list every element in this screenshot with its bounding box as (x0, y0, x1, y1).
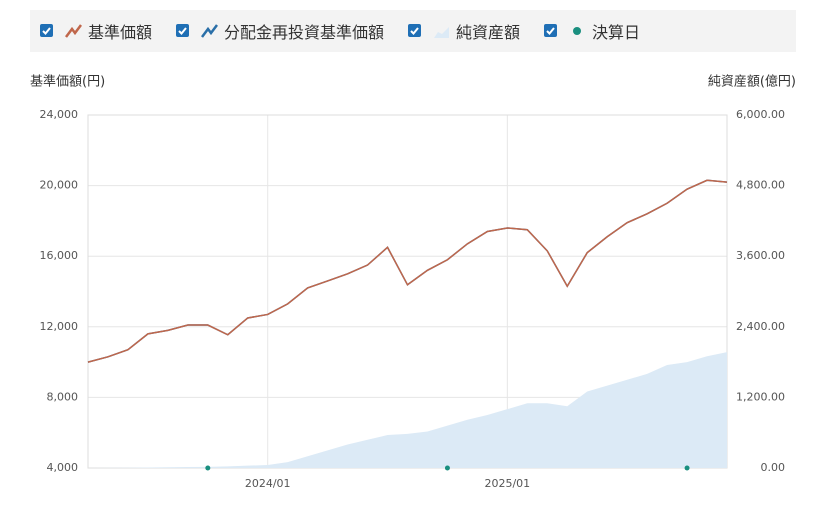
legend-item[interactable]: 分配金再投資基準価額 (176, 19, 384, 43)
legend: 基準価額 分配金再投資基準価額 純資産額 決算日 (30, 10, 796, 52)
y2-tick-label: 1,200.00 (736, 390, 785, 403)
legend-item[interactable]: 基準価額 (40, 19, 152, 43)
y2-tick-label: 4,800.00 (736, 179, 785, 192)
checkmark (42, 27, 51, 35)
legend-line (65, 24, 82, 38)
legend-label: 純資産額 (456, 23, 521, 42)
checkbox[interactable] (408, 24, 428, 38)
legend-dot (573, 27, 582, 35)
y2-axis-title: 純資産額(億円) (708, 74, 796, 90)
y-tick-label: 24,000 (40, 108, 79, 121)
checkbox-box (176, 24, 190, 37)
y-tick-label: 12,000 (40, 320, 79, 333)
checkmark (178, 27, 187, 35)
line (87, 179, 728, 363)
legend-label: 分配金再投資基準価額 (224, 23, 385, 42)
checkbox-box (40, 24, 53, 37)
legend-icon (573, 27, 582, 35)
settlement-dot (205, 465, 211, 471)
y2-tick-label: 0.00 (761, 461, 786, 474)
y-tick-label: 8,000 (47, 390, 79, 403)
checkbox[interactable] (176, 24, 196, 38)
area (88, 352, 727, 468)
legend-label: 基準価額 (88, 23, 153, 42)
y-tick-label: 4,000 (47, 461, 79, 474)
legend-icon (201, 24, 219, 38)
checkmark (546, 27, 555, 35)
y-axis-title: 基準価額(円) (30, 74, 105, 90)
x-tick-label: 2025/01 (484, 477, 530, 490)
y-tick-label: 16,000 (40, 249, 79, 262)
legend-icon (65, 24, 82, 38)
y2-tick-label: 2,400.00 (736, 320, 785, 333)
checkbox[interactable] (544, 24, 564, 38)
legend-label: 決算日 (592, 23, 641, 42)
checkmark (410, 27, 419, 35)
y2-tick-label: 3,600.00 (736, 249, 785, 262)
legend-line (201, 24, 219, 38)
legend-item[interactable]: 決算日 (544, 19, 640, 43)
y-tick-label: 20,000 (40, 179, 79, 192)
x-tick-label: 2024/01 (245, 477, 291, 490)
checkbox[interactable] (40, 24, 60, 38)
line (87, 179, 728, 363)
legend-item[interactable]: 純資産額 (408, 19, 520, 43)
settlement-dot (444, 465, 450, 471)
legend-area (434, 27, 450, 38)
checkbox-box (544, 24, 558, 37)
y2-tick-label: 6,000.00 (736, 108, 785, 121)
settlement-dot (684, 465, 690, 471)
legend-icon (434, 27, 450, 38)
checkbox-box (408, 24, 422, 37)
